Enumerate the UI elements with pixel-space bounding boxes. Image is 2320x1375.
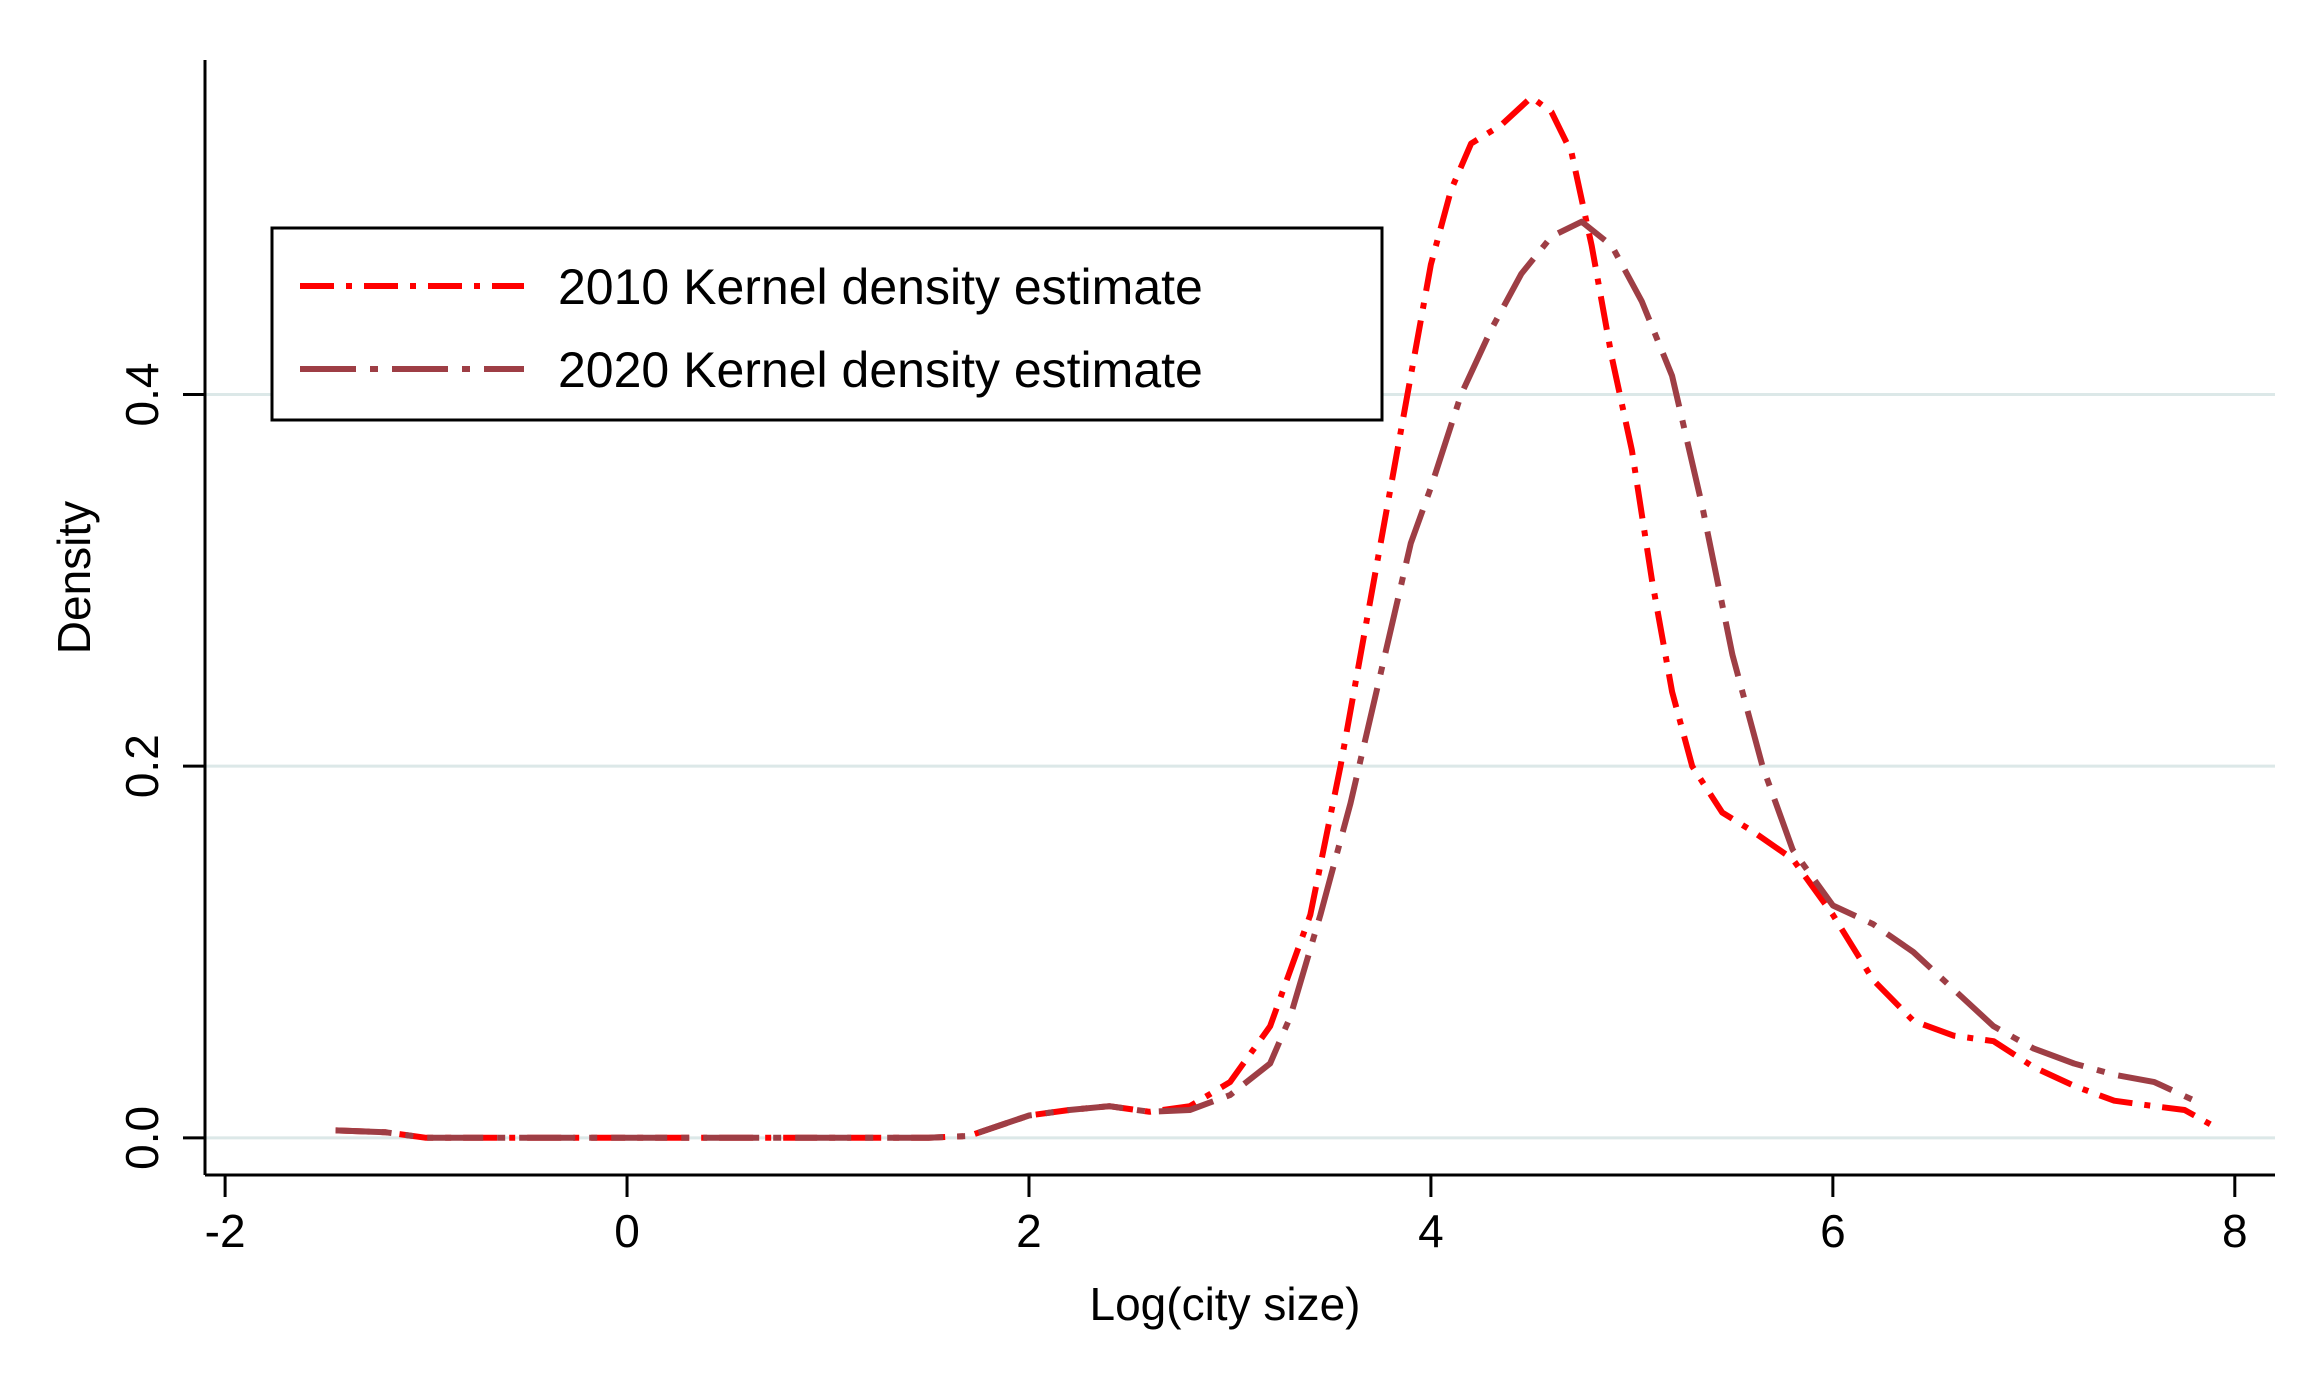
x-tick-label-3: 4 bbox=[1418, 1205, 1444, 1257]
legend-box bbox=[270, 226, 1384, 422]
x-axis-title: Log(city size) bbox=[1090, 1278, 1361, 1330]
legend: 2010 Kernel density estimate 2020 Kernel … bbox=[270, 226, 1384, 422]
x-tick-label-0: -2 bbox=[205, 1205, 246, 1257]
y-tick-label-0: 0.0 bbox=[116, 1106, 168, 1170]
y-tick-label-2: 0.4 bbox=[116, 363, 168, 427]
x-tick-label-5: 8 bbox=[2222, 1205, 2248, 1257]
series-lines bbox=[335, 94, 2217, 1141]
y-axis-title: Density bbox=[48, 501, 100, 654]
series-line-2020 bbox=[335, 218, 2196, 1141]
x-tick-label-1: 0 bbox=[614, 1205, 640, 1257]
ticks: -2 0 2 4 6 8 0.0 0.2 0.4 bbox=[116, 363, 2248, 1257]
y-tick-label-1: 0.2 bbox=[116, 734, 168, 798]
x-tick-label-2: 2 bbox=[1016, 1205, 1042, 1257]
legend-label-1: 2020 Kernel density estimate bbox=[558, 342, 1203, 398]
x-tick-label-4: 6 bbox=[1820, 1205, 1846, 1257]
axes bbox=[203, 60, 2275, 1177]
legend-label-0: 2010 Kernel density estimate bbox=[558, 259, 1203, 315]
gridlines bbox=[205, 393, 2275, 1140]
